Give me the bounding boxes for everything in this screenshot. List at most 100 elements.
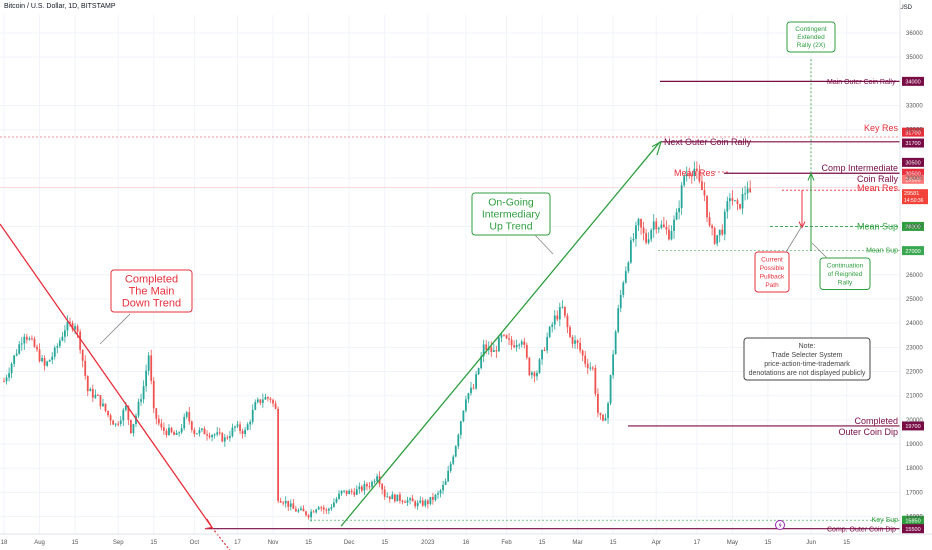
down-trendline-arrow <box>204 518 213 530</box>
candle-body <box>462 410 465 422</box>
candle-body <box>150 355 153 381</box>
candle-body <box>538 359 541 373</box>
candle-body <box>739 204 741 209</box>
chart-header-title: Bitcoin / U.S. Dollar, 1D, BITSTAMP <box>4 3 116 10</box>
candle-body <box>579 342 582 351</box>
candle-body <box>302 508 305 512</box>
y-tick-label: 36000 <box>906 31 923 37</box>
y-tick-label: 16000 <box>906 515 923 521</box>
candle-body <box>226 437 229 439</box>
candle-body <box>185 412 188 417</box>
candle-body <box>617 308 620 332</box>
candle-body <box>421 500 424 506</box>
candle-body <box>594 367 597 394</box>
candle-body <box>414 501 417 507</box>
candle-body <box>46 361 49 366</box>
candle-body <box>637 218 640 226</box>
candle-body <box>76 326 79 332</box>
x-tick-label: Feb <box>501 540 512 546</box>
key-sup-badge <box>902 515 924 525</box>
x-tick-label: Jun <box>806 540 816 546</box>
x-tick-label: 15 <box>381 540 388 546</box>
candle-body <box>289 503 292 507</box>
candle-body <box>312 511 315 513</box>
candle-body <box>119 420 122 424</box>
candle-body <box>203 428 206 435</box>
candle-body <box>373 481 376 483</box>
candle-body <box>624 271 627 283</box>
candle-body <box>358 486 361 490</box>
candle-body <box>452 456 455 464</box>
x-tick-label: Apr <box>652 540 661 546</box>
candle-body <box>726 201 729 212</box>
candle-body <box>675 212 678 220</box>
candle-body <box>79 331 82 350</box>
candle-body <box>66 321 69 331</box>
completed-down-callout-text: The Main <box>129 285 175 297</box>
candle-body <box>708 217 711 226</box>
mean-sup-badge <box>902 221 924 231</box>
candle-body <box>155 408 158 419</box>
candle-body <box>449 463 452 471</box>
candle-body <box>533 372 536 377</box>
candle-body <box>236 424 239 427</box>
candle-body <box>571 336 574 344</box>
contingent-callout-text: Extended <box>797 34 825 41</box>
candle-body <box>419 500 422 503</box>
candle-body <box>467 393 470 400</box>
candle-body <box>635 225 637 239</box>
key-res-badge <box>902 127 924 137</box>
down-trendline <box>0 223 213 528</box>
candle-body <box>297 510 300 512</box>
candle-body <box>327 508 330 511</box>
key-res-badge-text: 31700 <box>905 130 920 136</box>
candle-body <box>132 423 135 434</box>
candle-body <box>201 428 203 430</box>
comp-intermediate-red-badge <box>902 168 924 178</box>
candle-body <box>363 484 366 491</box>
candle-body <box>127 405 130 420</box>
candle-body <box>310 511 312 518</box>
down-trendline-extension <box>211 527 231 550</box>
candle-body <box>292 503 295 509</box>
candle-body <box>315 509 318 513</box>
candle-body <box>99 395 102 407</box>
candle-body <box>444 481 447 485</box>
candle-body <box>442 484 444 491</box>
candle-body <box>416 502 419 507</box>
completed-outer-dip-badge <box>902 421 924 431</box>
candle-body <box>498 337 500 352</box>
candle-body <box>655 221 658 230</box>
candle-body <box>147 355 150 371</box>
candle-body <box>234 426 236 428</box>
x-tick-label: May <box>727 540 738 546</box>
pullback-pointer <box>785 225 803 253</box>
candle-body <box>231 427 234 437</box>
y-tick-label: 28000 <box>906 224 923 230</box>
candle-body <box>645 233 648 243</box>
candle-body <box>746 188 749 194</box>
candle-body <box>284 500 287 504</box>
candle-body <box>130 419 132 434</box>
candle-body <box>142 386 145 400</box>
candle-body <box>683 176 686 186</box>
key-sup-label: Key Sup <box>872 517 899 524</box>
chart-grid <box>0 15 900 534</box>
x-tick-label: 15 <box>305 540 312 546</box>
mean-res-label: Mean Res <box>857 183 899 193</box>
x-tick-label: Dec <box>344 540 355 546</box>
candle-body <box>599 412 602 415</box>
candle-body <box>432 497 434 500</box>
x-tick-label: Mar <box>572 540 582 546</box>
candle-body <box>426 500 429 504</box>
y-tick-label: 35000 <box>906 55 923 61</box>
mean-sup-badge-text: 28000 <box>905 225 920 231</box>
continuation-pointer <box>811 242 828 259</box>
y-tick-label: 33000 <box>906 104 923 110</box>
comp-intermediate-label-2: Coin Rally <box>857 174 899 184</box>
time-axis: 18 Aug 15 Sep 15 Oct 17 Nov 15 Dec 15 2023 16 Feb 15 Ma… <box>0 533 932 546</box>
candle-body <box>607 403 609 419</box>
candle-body <box>165 430 168 435</box>
y-tick-label: 25000 <box>906 297 923 303</box>
